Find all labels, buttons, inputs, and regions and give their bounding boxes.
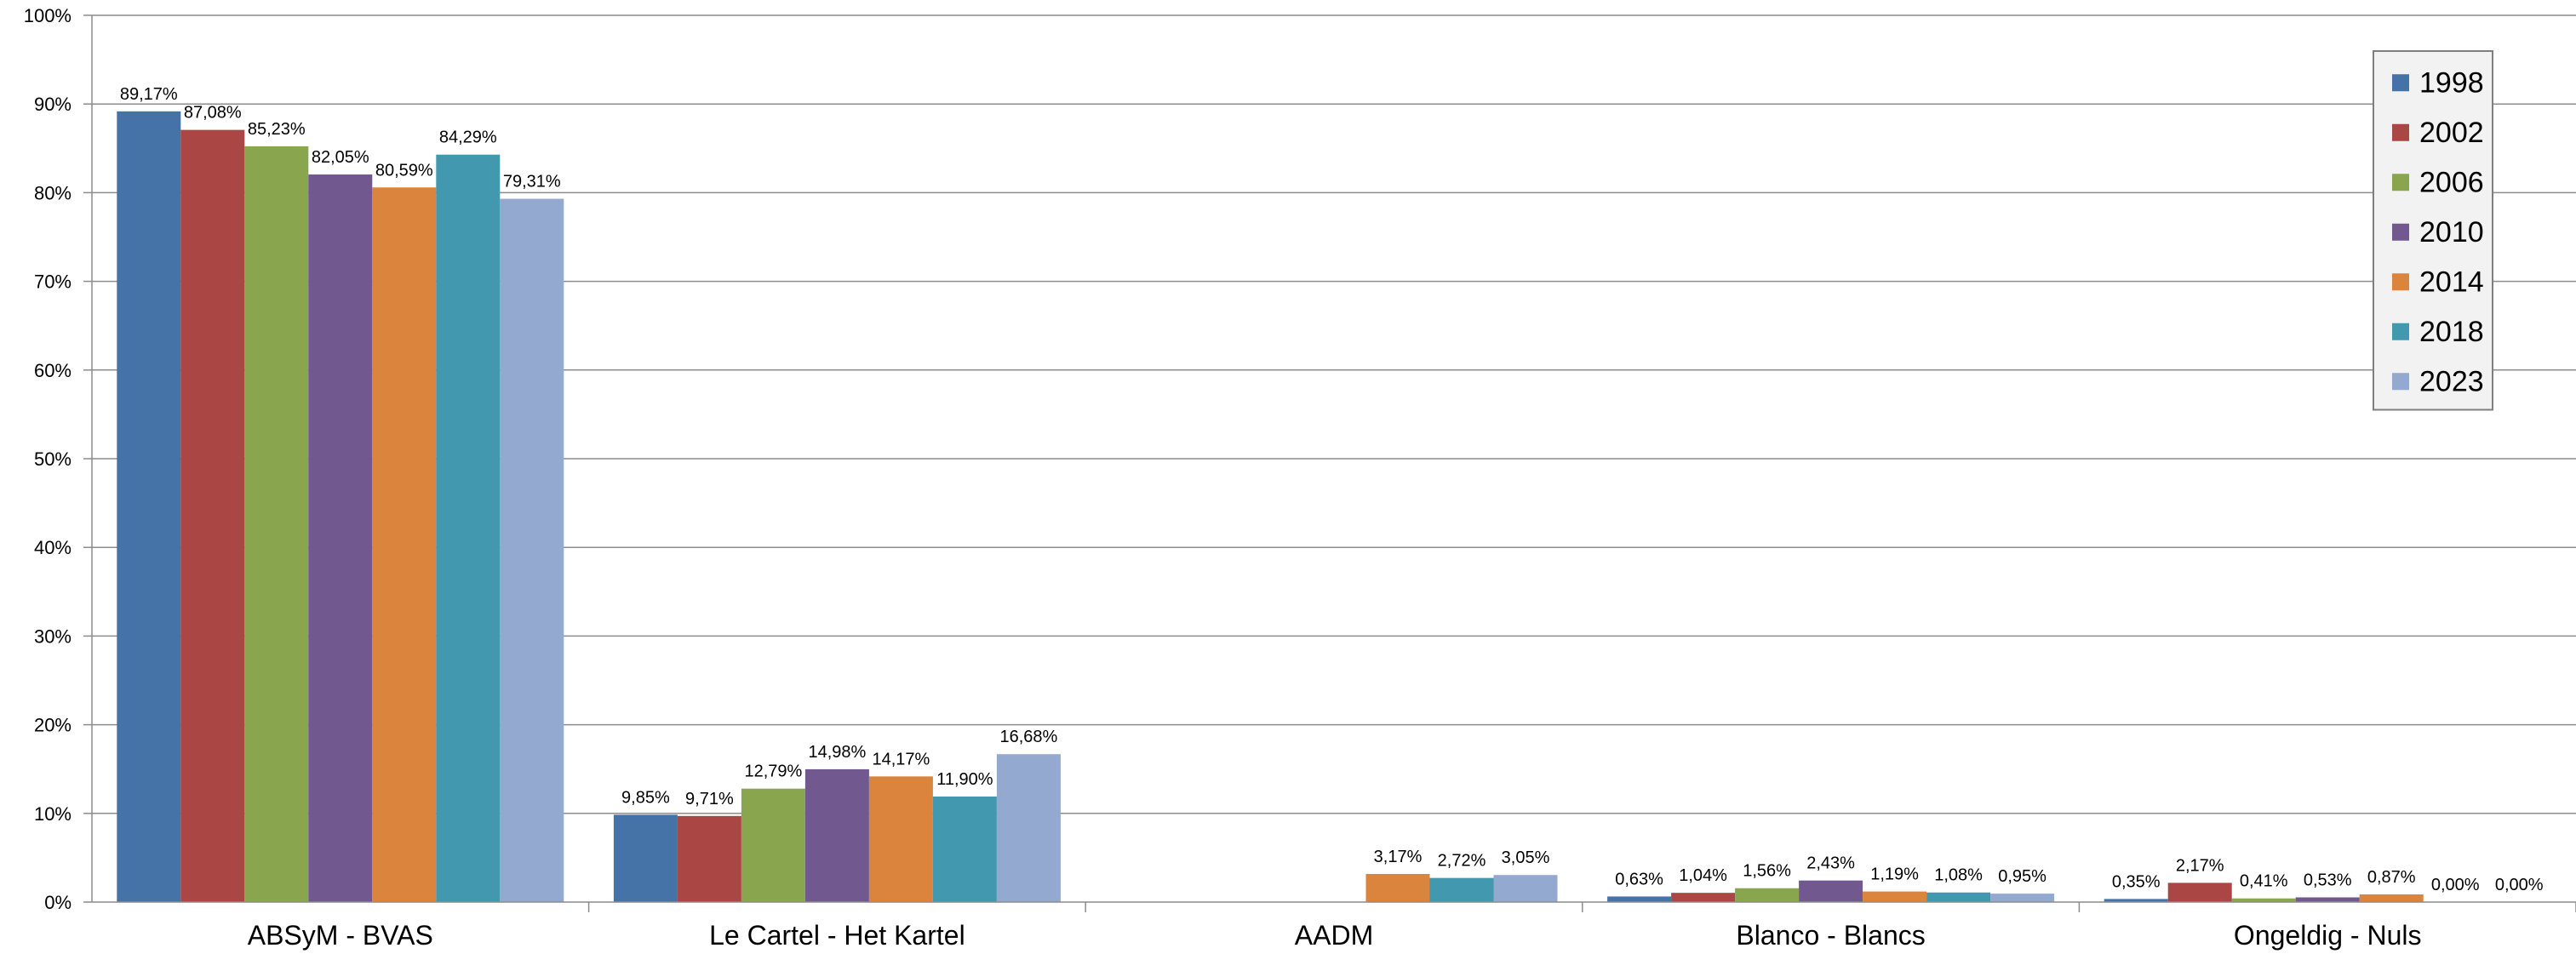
bar-2018 xyxy=(436,154,501,903)
bar-2006 xyxy=(244,146,309,903)
x-category-label: Blanco - Blancs xyxy=(1736,920,1925,951)
bar-1998 xyxy=(117,111,181,902)
data-label: 12,79% xyxy=(744,763,802,781)
x-category-label: AADM xyxy=(1295,920,1373,951)
data-label: 89,17% xyxy=(120,85,178,104)
data-label: 85,23% xyxy=(248,120,306,139)
data-labels: 89,17% 87,08% 85,23% 82,05% 80,59% 84,29% 79,3… xyxy=(120,85,2544,894)
legend-label: 2006 xyxy=(2419,166,2484,198)
bar-2023 xyxy=(996,754,1061,902)
data-label: 0,00% xyxy=(2495,876,2544,894)
data-label: 9,85% xyxy=(621,788,670,807)
legend-swatch xyxy=(2392,74,2409,92)
data-label: 1,08% xyxy=(1934,866,1983,885)
legend-label: 2010 xyxy=(2419,216,2484,248)
data-label: 2,43% xyxy=(1806,854,1855,873)
y-tick-label: 0% xyxy=(44,892,72,913)
data-label: 0,41% xyxy=(2240,872,2288,891)
data-label: 1,19% xyxy=(1870,865,1919,884)
data-label: 0,87% xyxy=(2367,868,2416,887)
bar-2014 xyxy=(372,187,437,902)
legend-label: 2023 xyxy=(2419,365,2484,397)
data-label: 0,53% xyxy=(2304,871,2352,889)
data-label: 0,95% xyxy=(1998,867,2046,886)
y-tick-label: 70% xyxy=(34,271,72,293)
bar-2006 xyxy=(1735,888,1800,902)
data-label: 3,05% xyxy=(1502,848,1550,867)
x-category-label: ABSyM - BVAS xyxy=(248,920,433,951)
legend-label: 1998 xyxy=(2419,66,2484,99)
bar-2002 xyxy=(180,129,245,902)
legend-label: 2002 xyxy=(2419,117,2484,149)
bar-2014 xyxy=(868,776,933,902)
bar-2023 xyxy=(1493,875,1558,902)
bar-1998 xyxy=(2104,899,2168,902)
data-label: 2,72% xyxy=(1438,852,1486,871)
legend: 1998 2002 2006 2010 2014 2018 2023 xyxy=(2373,50,2493,411)
bar-2010 xyxy=(1799,880,1863,902)
data-label: 0,00% xyxy=(2431,876,2480,894)
x-category-label: Ongeldig - Nuls xyxy=(2234,920,2422,951)
bar-2018 xyxy=(932,797,997,902)
bar-2010 xyxy=(2295,897,2360,902)
y-tick-label: 100% xyxy=(24,5,72,26)
y-tick-label: 30% xyxy=(34,625,72,647)
bar-2023 xyxy=(500,198,564,903)
bar-1998 xyxy=(613,814,678,902)
data-label: 11,90% xyxy=(936,770,993,789)
data-label: 0,35% xyxy=(2112,872,2161,891)
bar-2018 xyxy=(1429,877,1494,902)
data-label: 80,59% xyxy=(375,161,433,180)
legend-swatch xyxy=(2392,373,2409,391)
legend-swatch xyxy=(2392,323,2409,340)
data-label: 79,31% xyxy=(503,173,561,191)
y-tick-label: 20% xyxy=(34,715,72,736)
data-label: 0,63% xyxy=(1615,870,1663,888)
data-label: 14,98% xyxy=(808,743,866,762)
data-label: 2,17% xyxy=(2176,856,2224,875)
y-tick-label: 50% xyxy=(34,448,72,470)
legend-label: 2018 xyxy=(2419,316,2484,348)
data-label: 1,04% xyxy=(1679,866,1727,885)
bar-2010 xyxy=(804,768,869,902)
data-label: 84,29% xyxy=(439,129,497,147)
y-tick-label: 60% xyxy=(34,360,72,381)
legend-swatch xyxy=(2392,223,2409,241)
data-label: 87,08% xyxy=(184,104,242,123)
bar-2002 xyxy=(1671,893,1736,902)
x-category-label: Le Cartel - Het Kartel xyxy=(709,920,965,951)
bars xyxy=(117,111,2424,903)
data-label: 3,17% xyxy=(1374,848,1423,866)
bar-1998 xyxy=(1607,896,1672,902)
bar-2014 xyxy=(2359,894,2424,902)
data-label: 82,05% xyxy=(312,148,369,167)
legend-swatch xyxy=(2392,273,2409,291)
bar-2014 xyxy=(1863,891,1927,902)
axes: 0% 10% 20% 30% 40% 50% 60% 70% 80% 90% 100% ABSyM -… xyxy=(24,5,2576,951)
data-label: 9,71% xyxy=(685,790,734,808)
bar-2023 xyxy=(1990,894,2055,902)
data-label: 14,17% xyxy=(872,750,930,768)
legend-swatch xyxy=(2392,123,2409,141)
bar-2002 xyxy=(2167,882,2232,902)
y-tick-label: 80% xyxy=(34,182,72,203)
bar-2010 xyxy=(308,174,373,902)
bar-2018 xyxy=(1926,892,1991,902)
data-label: 1,56% xyxy=(1743,862,1791,881)
legend-label: 2014 xyxy=(2419,266,2484,298)
data-label: 16,68% xyxy=(999,728,1057,746)
y-tick-label: 90% xyxy=(34,94,72,115)
bar-2006 xyxy=(741,788,805,902)
bar-2002 xyxy=(677,815,741,902)
bar-2014 xyxy=(1365,873,1430,902)
bar-2006 xyxy=(2231,898,2296,902)
legend-swatch xyxy=(2392,174,2409,191)
y-tick-label: 10% xyxy=(34,803,72,825)
y-tick-label: 40% xyxy=(34,537,72,558)
